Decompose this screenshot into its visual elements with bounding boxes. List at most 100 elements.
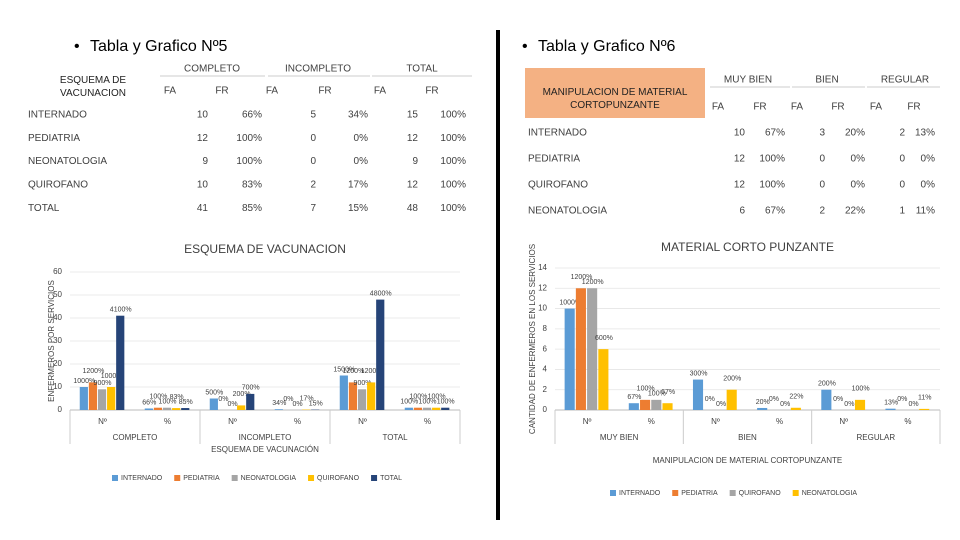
legend-swatch — [308, 475, 315, 481]
legend-label: INTERNADO — [619, 490, 661, 497]
bar — [274, 409, 283, 410]
group-label: INCOMPLETO — [239, 433, 292, 442]
bar — [237, 405, 246, 410]
bar — [172, 408, 181, 410]
y-tick-label: 2 — [543, 385, 548, 394]
bar — [432, 407, 441, 410]
row-label: TOTAL — [28, 203, 60, 214]
bar — [246, 393, 255, 410]
data-label: 17% — [300, 395, 314, 402]
data-label: 4100% — [110, 307, 132, 314]
bar — [404, 407, 413, 410]
cell: 66% — [242, 110, 262, 121]
sub-header: FR — [831, 102, 844, 113]
cell: 100% — [236, 156, 262, 167]
bar — [79, 387, 88, 410]
data-label: 0% — [780, 401, 790, 408]
data-label: 100% — [409, 394, 427, 401]
cell: 1 — [899, 206, 905, 217]
sub-header: FA — [712, 102, 725, 113]
x-axis-label: ESQUEMA DE VACUNACIÓN — [211, 445, 319, 454]
cell: 41 — [197, 203, 209, 214]
cell: 34% — [348, 110, 368, 121]
y-tick-label: 50 — [53, 290, 62, 299]
data-label: 100% — [648, 391, 666, 398]
group-header: TOTAL — [406, 64, 438, 75]
legend-label: QUIROFANO — [739, 490, 782, 497]
data-label: 1200% — [571, 274, 593, 281]
cell: 0 — [310, 156, 316, 167]
cell: 0% — [851, 180, 866, 191]
row-label: NEONATOLOGIA — [528, 206, 607, 217]
bar — [209, 398, 218, 410]
legend-swatch — [371, 475, 378, 481]
cell: 0 — [310, 133, 316, 144]
bar — [628, 403, 639, 410]
cell: 15% — [348, 203, 368, 214]
cell: 20% — [845, 128, 865, 139]
bar — [726, 389, 737, 410]
bar — [348, 382, 358, 410]
legend-swatch — [729, 490, 736, 496]
x-tick-label: Nº — [358, 417, 367, 426]
legend-label: PEDIATRIA — [681, 490, 718, 497]
cell: 12 — [407, 180, 419, 191]
row-label: PEDIATRIA — [28, 133, 80, 144]
group-label: REGULAR — [856, 433, 895, 442]
cell: 10 — [197, 180, 209, 191]
cell: 12 — [734, 154, 746, 165]
bar — [422, 407, 432, 410]
cell: 0% — [851, 154, 866, 165]
sub-header: FR — [753, 102, 766, 113]
row-label: INTERNADO — [528, 128, 587, 139]
data-label: 100% — [159, 399, 177, 406]
y-tick-label: 12 — [538, 283, 547, 292]
data-label: 13% — [884, 400, 898, 407]
bar — [564, 308, 575, 410]
sub-header: FA — [870, 102, 883, 113]
bar — [575, 288, 586, 410]
cell: 17% — [348, 180, 368, 191]
legend-label: NEONATOLOGIA — [241, 475, 297, 482]
chart-title: MATERIAL CORTO PUNZANTE — [661, 240, 834, 254]
legend-label: TOTAL — [380, 475, 402, 482]
data-label: 22% — [789, 394, 803, 401]
cell: 67% — [765, 128, 785, 139]
bar — [598, 349, 609, 410]
data-label: 1200% — [83, 368, 105, 375]
legend-label: PEDIATRIA — [183, 475, 220, 482]
y-tick-label: 6 — [543, 344, 548, 353]
group-label: MUY BIEN — [600, 433, 639, 442]
legend-swatch — [174, 475, 181, 481]
data-label: 0% — [844, 401, 854, 408]
bar — [790, 407, 801, 410]
cell: 6 — [739, 206, 745, 217]
cell: 2 — [819, 206, 825, 217]
bullet: • — [522, 38, 528, 55]
heading: Tabla y Grafico Nº5 — [90, 38, 228, 55]
y-tick-label: 40 — [53, 313, 62, 322]
sub-header: FA — [164, 86, 177, 97]
bar — [88, 382, 98, 410]
data-label: 4800% — [370, 290, 392, 297]
x-tick-label: % — [424, 417, 431, 426]
data-label: 85% — [179, 399, 193, 406]
cell: 100% — [440, 156, 466, 167]
cell: 2 — [310, 180, 316, 191]
cell: 0 — [819, 180, 825, 191]
cell: 67% — [765, 206, 785, 217]
bar — [153, 407, 163, 410]
cell: 100% — [440, 133, 466, 144]
cell: 12 — [407, 133, 419, 144]
data-label: 0% — [705, 396, 715, 403]
y-tick-label: 8 — [543, 324, 548, 333]
y-tick-label: 10 — [53, 382, 62, 391]
cell: 85% — [242, 203, 262, 214]
y-axis-label: ENFERMEROS POR SERVICIOS — [47, 280, 56, 402]
data-label: 300% — [690, 370, 708, 377]
bar — [692, 379, 704, 410]
legend-label: NEONATOLOGIA — [802, 490, 858, 497]
cell: 22% — [845, 206, 865, 217]
data-label: 67% — [627, 394, 641, 401]
data-label: 1200% — [343, 368, 365, 375]
